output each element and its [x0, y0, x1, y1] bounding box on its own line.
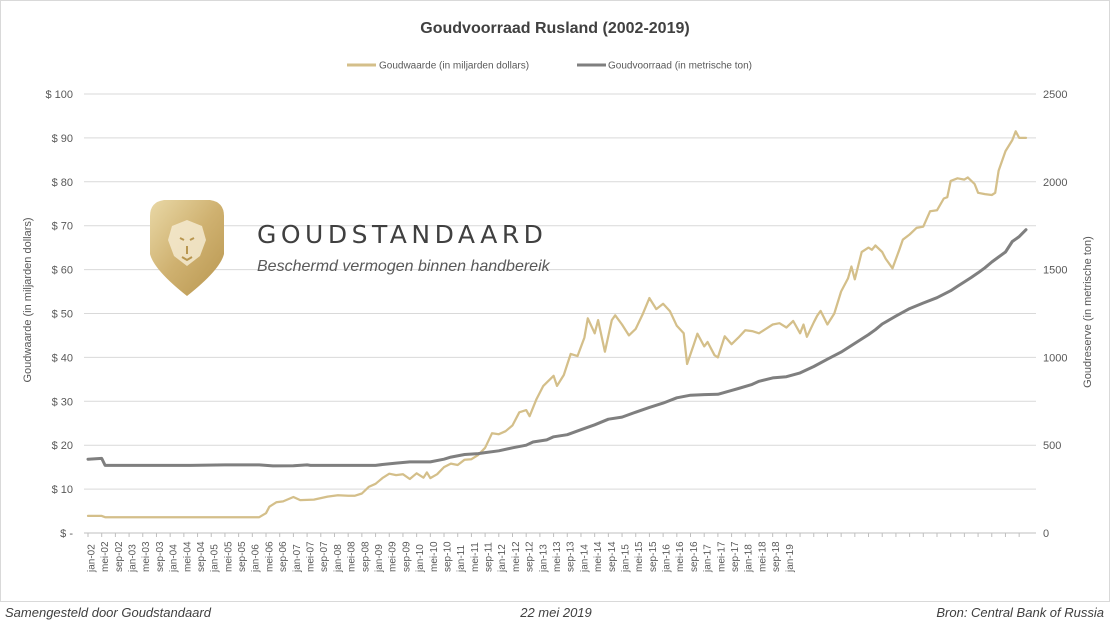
y-left-tick-label: $ 40 — [52, 352, 73, 364]
y-right-tick-label: 0 — [1043, 528, 1049, 540]
x-tick-label: sep-18 — [771, 541, 782, 572]
y-right-tick-label: 1000 — [1043, 352, 1067, 364]
footer: Samengesteld door Goudstandaard 22 mei 2… — [0, 602, 1110, 625]
y-left-tick-label: $ - — [60, 528, 73, 540]
legend: Goudwaarde (in miljarden dollars) Goudvo… — [347, 61, 752, 72]
brand-name: GOUDSTANDAARD — [257, 220, 548, 249]
x-tick-label: jan-18 — [744, 544, 755, 573]
x-tick-label: jan-08 — [333, 544, 344, 573]
goudstandaard-logo: GOUDSTANDAARD Beschermd vermogen binnen … — [150, 200, 570, 300]
x-tick-label: jan-02 — [86, 544, 97, 573]
x-tick-label: sep-15 — [648, 541, 659, 572]
brand-tagline: Beschermd vermogen binnen handbereik — [257, 258, 550, 275]
x-tick-label: jan-16 — [662, 544, 673, 573]
lion-shield-icon — [150, 200, 224, 296]
x-tick-label: mei-05 — [223, 541, 234, 572]
y-left-tick-label: $ 60 — [52, 265, 73, 277]
x-tick-label: jan-19 — [785, 544, 796, 573]
x-tick-label: sep-06 — [278, 541, 289, 572]
y-left-tick-label: $ 70 — [52, 221, 73, 233]
y-left-tick-label: $ 10 — [52, 484, 73, 496]
y-left-tick-label: $ 80 — [52, 177, 73, 189]
x-tick-label: sep-09 — [401, 541, 412, 572]
x-tick-label: sep-02 — [114, 541, 125, 572]
x-tick-label: mei-12 — [511, 541, 522, 572]
x-tick-label: jan-04 — [169, 544, 180, 573]
x-tick-label: mei-15 — [634, 541, 645, 572]
x-tick-label: mei-10 — [429, 541, 440, 572]
legend-label-goudvoorraad: Goudvoorraad (in metrische ton) — [608, 61, 752, 72]
y-left-tick-label: $ 50 — [52, 309, 73, 321]
y-axis-right-ticks: 0 500 1000 1500 2000 2500 — [1043, 89, 1067, 540]
x-tick-label: mei-17 — [716, 541, 727, 572]
x-tick-label: sep-11 — [484, 542, 495, 572]
x-tick-label: jan-17 — [703, 544, 714, 573]
x-tick-label: sep-04 — [196, 541, 207, 572]
x-tick-label: mei-03 — [141, 541, 152, 572]
x-tick-label: sep-17 — [730, 541, 741, 572]
x-tick-label: jan-14 — [579, 544, 590, 573]
footer-source: Bron: Central Bank of Russia — [936, 605, 1104, 620]
x-tick-label: sep-12 — [525, 541, 536, 572]
y-axis-left-ticks: $ - $ 10 $ 20 $ 30 $ 40 $ 50 $ 60 $ 70 $ 80 $ 90 $… — [45, 89, 73, 540]
x-tick-label: jan-05 — [210, 544, 221, 573]
y-right-tick-label: 1500 — [1043, 265, 1067, 277]
y-axis-left-title: Goudwaarde (in miljarden dollars) — [22, 217, 34, 382]
x-tick-label: mei-14 — [593, 541, 604, 572]
x-tick-label: sep-03 — [155, 541, 166, 572]
x-tick-label: jan-11 — [456, 545, 467, 573]
y-left-tick-label: $ 100 — [45, 89, 73, 101]
chart-svg: Goudvoorraad Rusland (2002-2019) Goudwaa… — [22, 20, 1094, 573]
x-axis: jan-02 mei-02 sep-02 jan-03 mei-03 sep-03 jan-… — [84, 532, 1036, 573]
footer-date: 22 mei 2019 — [520, 605, 592, 620]
y-right-tick-label: 500 — [1043, 440, 1061, 452]
x-tick-label: jan-06 — [251, 544, 262, 573]
x-tick-label: mei-06 — [264, 541, 275, 572]
y-right-tick-label: 2500 — [1043, 89, 1067, 101]
x-tick-label: jan-09 — [374, 544, 385, 573]
x-tick-label: jan-15 — [620, 544, 631, 573]
y-left-tick-label: $ 30 — [52, 396, 73, 408]
x-tick-label: sep-08 — [360, 541, 371, 572]
x-tick-label: mei-13 — [552, 541, 563, 572]
x-tick-label: mei-18 — [757, 541, 768, 572]
x-tick-label: sep-13 — [566, 541, 577, 572]
x-tick-label: mei-11 — [470, 542, 481, 572]
y-right-tick-label: 2000 — [1043, 177, 1067, 189]
x-tick-label: jan-03 — [128, 544, 139, 573]
x-tick-label: sep-05 — [237, 541, 248, 572]
x-tick-label: jan-10 — [415, 544, 426, 573]
chart-title: Goudvoorraad Rusland (2002-2019) — [420, 20, 689, 37]
x-tick-label: jan-13 — [538, 544, 549, 573]
x-tick-label: mei-16 — [675, 541, 686, 572]
series-line-goudvoorraad — [86, 228, 1028, 468]
x-tick-label: mei-07 — [306, 541, 317, 572]
x-tick-label: mei-02 — [100, 541, 111, 572]
x-tick-label: sep-07 — [319, 541, 330, 572]
x-tick-label: jan-07 — [292, 544, 303, 573]
y-left-tick-label: $ 20 — [52, 440, 73, 452]
plot-lines — [86, 130, 1028, 519]
x-tick-label: sep-16 — [689, 541, 700, 572]
x-tick-label: jan-12 — [497, 544, 508, 573]
y-left-tick-label: $ 90 — [52, 133, 73, 145]
gridlines — [84, 93, 1036, 534]
x-tick-label: mei-04 — [182, 541, 193, 572]
footer-author: Samengesteld door Goudstandaard — [5, 605, 211, 620]
series-line-goudwaarde — [86, 130, 1028, 519]
x-tick-label: sep-10 — [442, 541, 453, 572]
x-tick-label: mei-08 — [347, 541, 358, 572]
legend-label-goudwaarde: Goudwaarde (in miljarden dollars) — [379, 61, 529, 72]
x-tick-label: sep-14 — [607, 541, 618, 572]
y-axis-right-title: Goudreserve (in metrische ton) — [1082, 236, 1094, 388]
x-tick-label: mei-09 — [388, 541, 399, 572]
